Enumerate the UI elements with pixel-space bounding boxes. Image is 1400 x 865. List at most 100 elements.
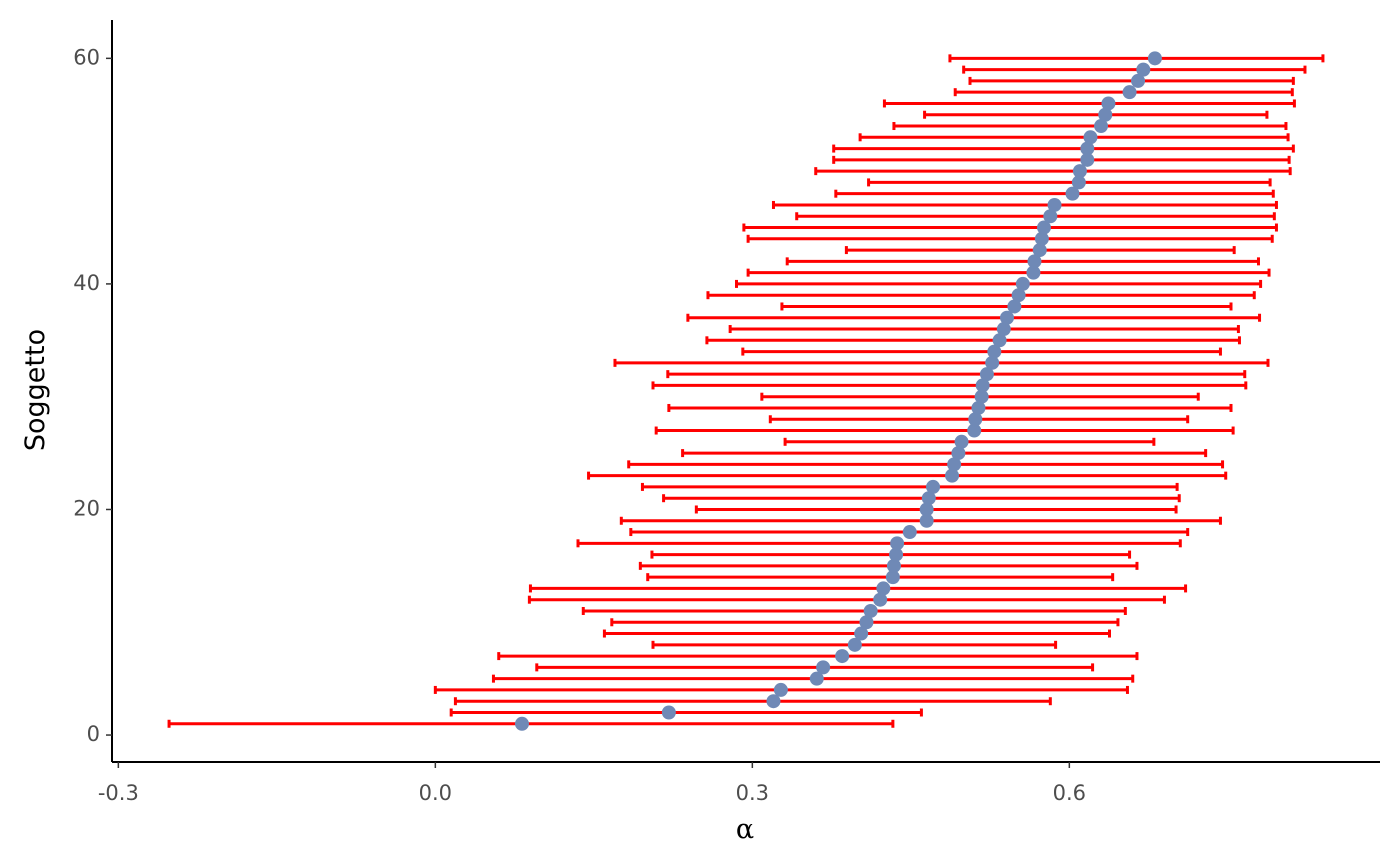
error-bar — [746, 234, 1274, 243]
error-bar — [858, 133, 1290, 142]
point — [847, 637, 862, 652]
point — [873, 592, 888, 607]
error-bar — [581, 606, 1127, 615]
error-bar — [706, 291, 1256, 300]
error-bar — [662, 494, 1181, 503]
error-bar — [528, 584, 1188, 593]
point — [1034, 231, 1049, 246]
x-tick-label: 0.0 — [419, 781, 452, 805]
point — [1147, 51, 1162, 66]
point — [1131, 73, 1146, 88]
point — [1080, 152, 1095, 167]
error-bar — [948, 54, 1325, 63]
error-bar — [654, 426, 1235, 435]
error-bar — [686, 313, 1262, 322]
error-bar — [734, 279, 1263, 288]
x-axis-label: α — [736, 814, 754, 845]
point — [809, 671, 824, 686]
point — [951, 446, 966, 461]
point — [992, 333, 1007, 348]
error-bar — [832, 144, 1295, 153]
error-bar — [783, 437, 1156, 446]
point — [945, 468, 960, 483]
error-bar — [453, 697, 1052, 706]
error-bar — [576, 539, 1182, 548]
point — [919, 513, 934, 528]
point — [1065, 186, 1080, 201]
point — [876, 581, 891, 596]
error-bar — [962, 65, 1307, 74]
y-tick-label: 0 — [87, 722, 100, 746]
point — [1011, 288, 1026, 303]
point — [859, 615, 874, 630]
y-tick-label: 60 — [73, 45, 100, 69]
error-bar — [834, 189, 1275, 198]
error-bar — [780, 302, 1233, 311]
point — [885, 570, 900, 585]
point — [854, 626, 869, 641]
error-bar — [785, 257, 1260, 266]
error-bar — [449, 708, 923, 717]
point — [1098, 107, 1113, 122]
point — [773, 682, 788, 697]
point — [1036, 220, 1051, 235]
error-bar — [651, 381, 1248, 390]
point — [971, 400, 986, 415]
y-axis-label: Soggetto — [20, 329, 51, 451]
error-bar — [923, 110, 1269, 119]
error-bar — [640, 482, 1179, 491]
point — [919, 502, 934, 517]
point — [985, 355, 1000, 370]
error-bar — [882, 99, 1296, 108]
point — [954, 434, 969, 449]
x-tick-label: 0.3 — [736, 781, 769, 805]
point — [974, 389, 989, 404]
error-bar — [705, 336, 1241, 345]
error-bar — [535, 663, 1095, 672]
error-bar — [741, 347, 1222, 356]
x-tick-label: -0.3 — [98, 781, 139, 805]
error-bar — [681, 449, 1208, 458]
point — [1122, 85, 1137, 100]
point — [1136, 62, 1151, 77]
point — [947, 457, 962, 472]
point — [1072, 164, 1087, 179]
point — [926, 479, 941, 494]
error-bar — [746, 268, 1271, 277]
point — [514, 716, 529, 731]
point — [1015, 276, 1030, 291]
point — [996, 322, 1011, 337]
x-tick-label: 0.6 — [1053, 781, 1086, 805]
point — [1080, 141, 1095, 156]
error-bar — [167, 719, 895, 728]
error-bar — [742, 223, 1278, 232]
point — [1027, 254, 1042, 269]
point — [902, 525, 917, 540]
error-bar — [814, 167, 1292, 176]
error-bar — [527, 595, 1166, 604]
point — [1101, 96, 1116, 111]
point — [890, 536, 905, 551]
y-tick-label: 20 — [73, 496, 100, 520]
point — [999, 310, 1014, 325]
error-bar — [728, 325, 1240, 334]
error-bar — [771, 200, 1278, 209]
point — [968, 412, 983, 427]
error-bar — [646, 573, 1115, 582]
error-bar — [867, 178, 1272, 187]
point — [979, 367, 994, 382]
point — [1026, 265, 1041, 280]
point — [1083, 130, 1098, 145]
error-bar — [497, 652, 1139, 661]
point — [889, 547, 904, 562]
error-bar — [667, 403, 1233, 412]
point — [967, 423, 982, 438]
point — [1043, 209, 1058, 224]
point — [766, 694, 781, 709]
point — [1047, 197, 1062, 212]
point — [1007, 299, 1022, 314]
point — [863, 603, 878, 618]
point — [1094, 119, 1109, 134]
